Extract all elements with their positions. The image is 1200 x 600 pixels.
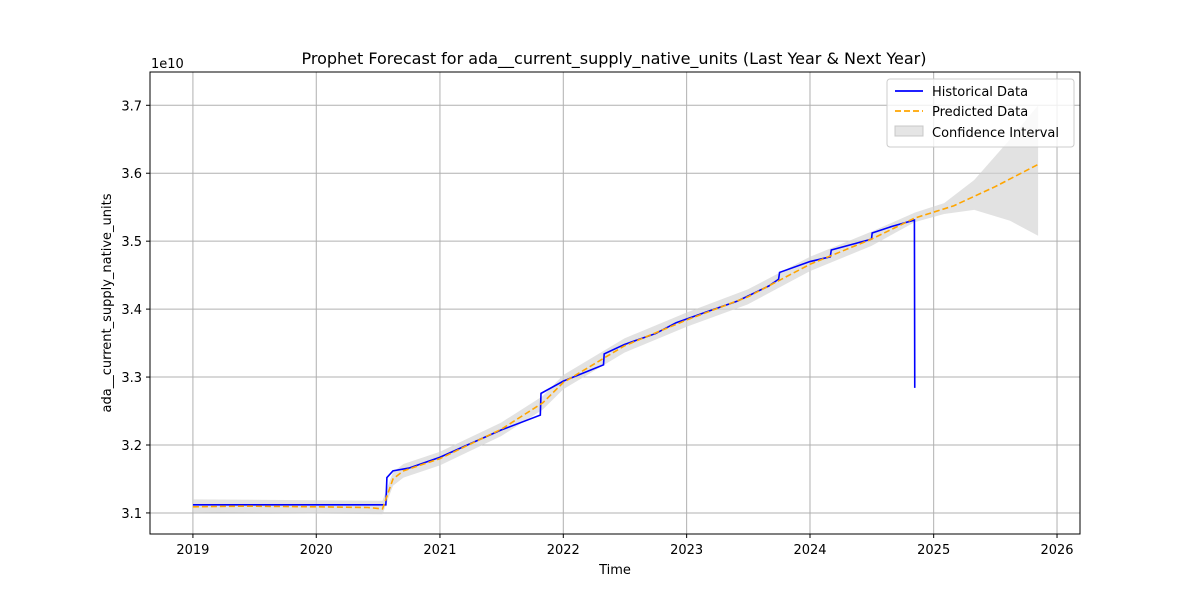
y-offset-label: 1e10: [151, 57, 184, 72]
x-tick-label: 2019: [176, 543, 209, 558]
y-tick-label: 3.6: [121, 167, 142, 182]
y-tick-label: 3.4: [121, 303, 142, 318]
series-layer: [192, 163, 1039, 510]
y-tick-label: 3.5: [121, 235, 142, 250]
tick-layer: 2019 2020 2021 2022 2023 2024 2025 2026 3.1 3.2 3.…: [121, 99, 1073, 558]
historical-data-line: [192, 219, 916, 506]
x-tick-label: 2026: [1040, 543, 1073, 558]
legend: Historical Data Predicted Data Confidenc…: [886, 78, 1075, 148]
x-axis-title: Time: [598, 563, 631, 578]
y-tick-label: 3.1: [121, 507, 142, 522]
plot-frame: [149, 71, 1081, 535]
x-tick-label: 2025: [917, 543, 950, 558]
legend-confidence-label: Confidence Interval: [932, 126, 1059, 141]
legend-confidence-swatch: [894, 125, 924, 137]
legend-historical-label: Historical Data: [932, 85, 1028, 100]
x-tick-label: 2022: [547, 543, 580, 558]
legend-frame: [886, 78, 1075, 148]
legend-predicted-label: Predicted Data: [932, 105, 1028, 120]
y-tick-label: 3.2: [121, 439, 142, 454]
y-axis-title: ada__current_supply_native_units: [100, 193, 115, 412]
y-tick-label: 3.7: [121, 99, 142, 114]
y-tick-label: 3.3: [121, 371, 142, 386]
x-tick-label: 2024: [793, 543, 826, 558]
x-tick-label: 2021: [423, 543, 456, 558]
x-tick-label: 2020: [300, 543, 333, 558]
chart-title: Prophet Forecast for ada__current_supply…: [302, 49, 927, 69]
x-tick-label: 2023: [670, 543, 703, 558]
